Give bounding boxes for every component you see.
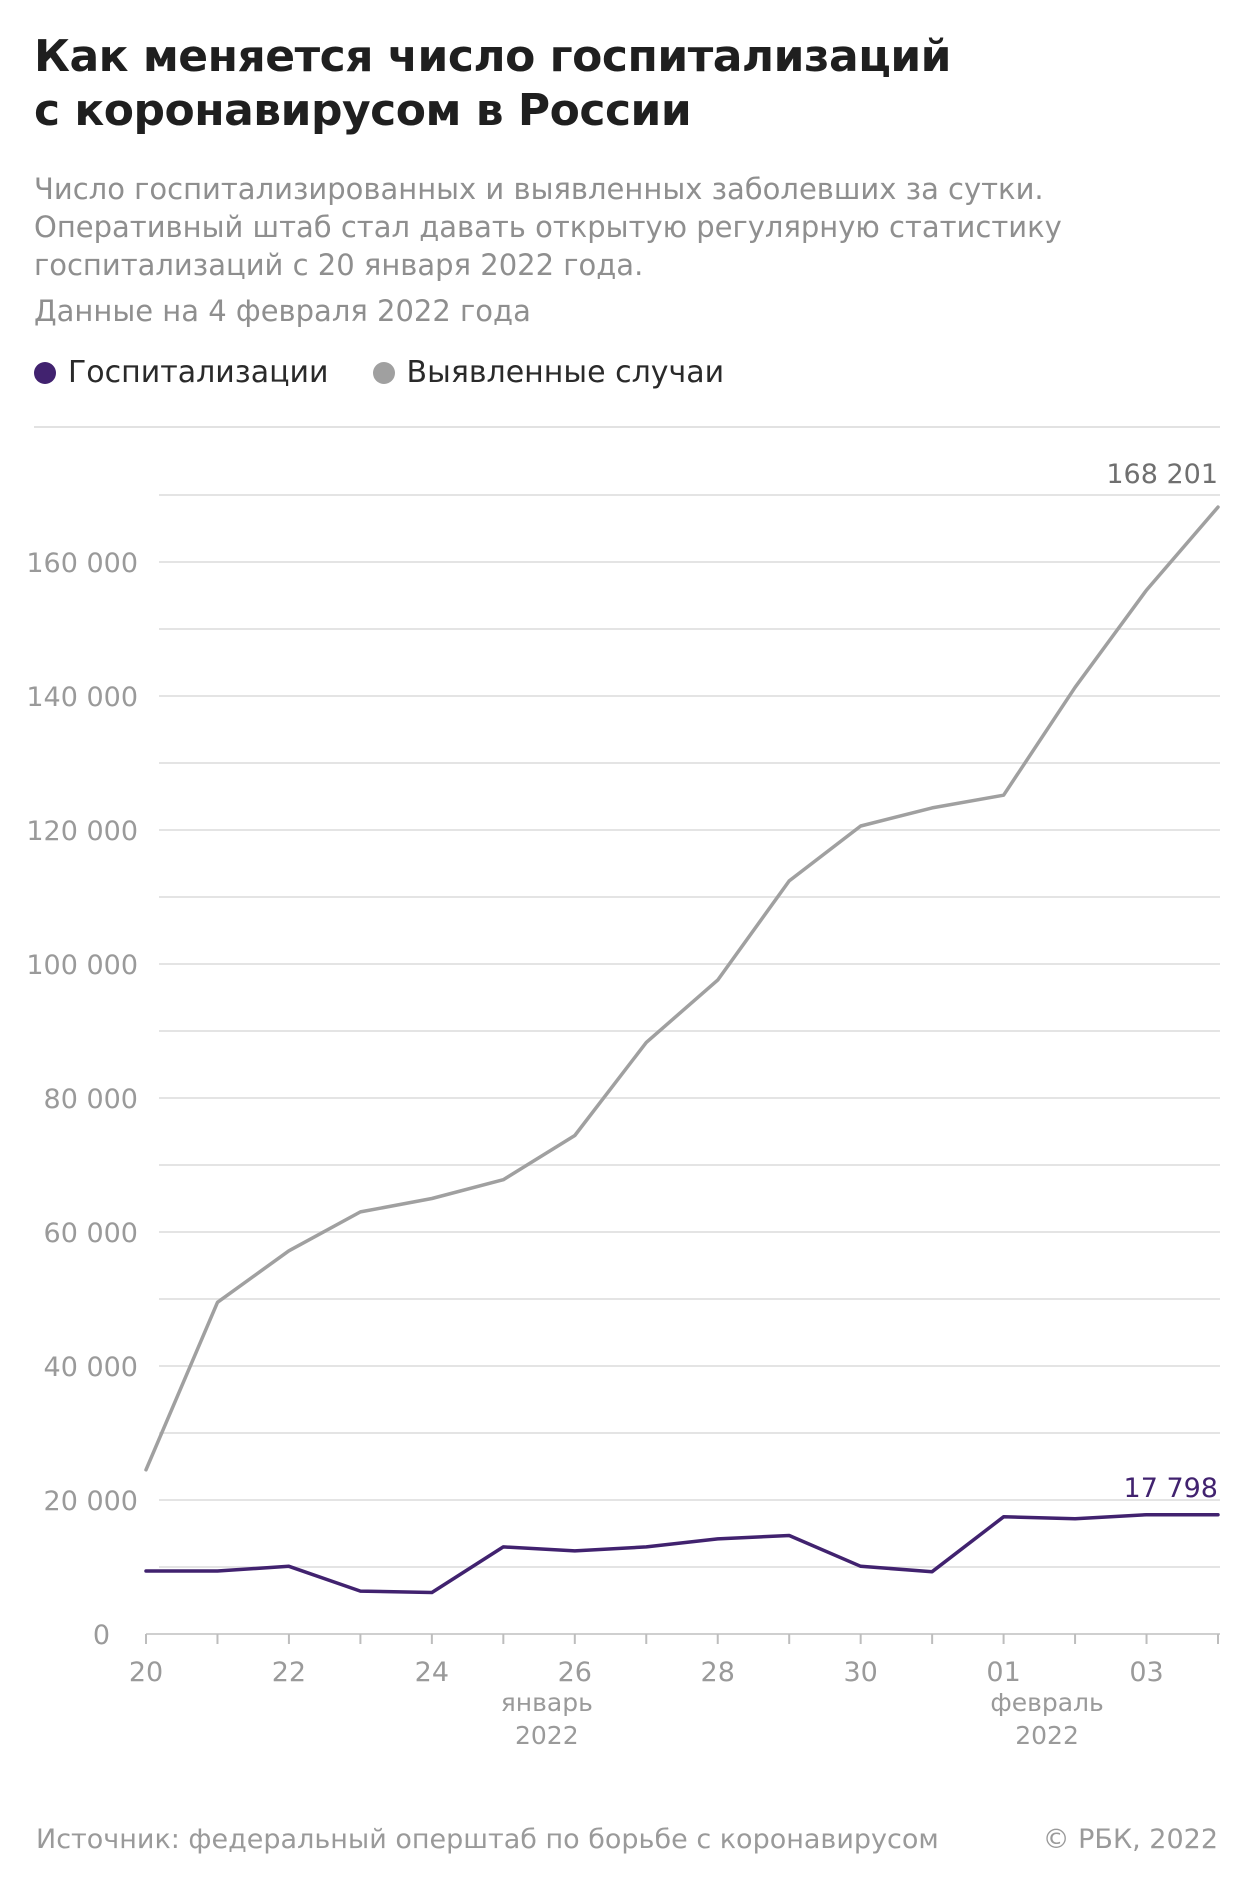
legend-dot-detected-cases bbox=[372, 361, 395, 384]
x-tick-label: 20 bbox=[129, 1657, 163, 1688]
copyright-note: © РБК, 2022 bbox=[1042, 1824, 1218, 1855]
y-tick-label: 60 000 bbox=[44, 1218, 138, 1249]
y-axis-tick-labels: 0 20 000 40 000 60 000 80 000 100 000 120 000 1… bbox=[26, 548, 138, 1651]
x-tick-label: 30 bbox=[843, 1657, 877, 1688]
x-month-label: февраль bbox=[990, 1688, 1103, 1717]
series-line-hospitalizations bbox=[144, 1512, 1220, 1595]
legend-item-hospitalizations: Госпитализации bbox=[34, 355, 329, 390]
x-tick-label: 03 bbox=[1129, 1657, 1163, 1688]
y-tick-label: 100 000 bbox=[26, 950, 138, 981]
chart-subtitle: Число госпитализированных и выявленных з… bbox=[34, 170, 1184, 284]
legend-item-detected-cases: Выявленные случаи bbox=[372, 355, 725, 390]
x-tick-label: 22 bbox=[272, 1657, 306, 1688]
series-lines bbox=[144, 505, 1220, 1595]
series-end-labels: 168 201 17 798 bbox=[1106, 459, 1218, 1504]
y-tick-label: 80 000 bbox=[44, 1084, 138, 1115]
chart-title-line-2: с коронавирусом в России bbox=[34, 85, 692, 136]
x-tick-label: 24 bbox=[415, 1657, 449, 1688]
y-tick-label: 20 000 bbox=[44, 1486, 138, 1517]
y-tick-label: 140 000 bbox=[26, 682, 138, 713]
data-date-note: Данные на 4 февраля 2022 года bbox=[34, 294, 531, 328]
subtitle-line-2: Оперативный штаб стал давать открытую ре… bbox=[34, 210, 1062, 244]
legend-label-hospitalizations: Госпитализации bbox=[68, 355, 329, 390]
x-year-label: 2022 bbox=[1015, 1721, 1079, 1750]
subtitle-line-1: Число госпитализированных и выявленных з… bbox=[34, 172, 1044, 206]
source-note: Источник: федеральный оперштаб по борьбе… bbox=[36, 1824, 939, 1855]
line-chart: 0 20 000 40 000 60 000 80 000 100 000 120 000 1… bbox=[26, 459, 1220, 1750]
series-line-detected-cases bbox=[144, 505, 1220, 1472]
x-tick-label: 26 bbox=[558, 1657, 592, 1688]
grid-lines bbox=[159, 494, 1220, 1568]
chart-title-line-1: Как меняется число госпитализаций bbox=[34, 31, 952, 82]
y-tick-label: 40 000 bbox=[44, 1352, 138, 1383]
x-tick-label: 01 bbox=[986, 1657, 1020, 1688]
y-tick-label: 120 000 bbox=[26, 816, 138, 847]
y-tick-label: 0 bbox=[93, 1620, 110, 1651]
legend-label-detected-cases: Выявленные случаи bbox=[406, 355, 725, 390]
end-label-hospitalizations: 17 798 bbox=[1124, 1473, 1218, 1504]
chart-legend: Госпитализации Выявленные случаи bbox=[34, 355, 768, 390]
legend-dot-hospitalizations bbox=[34, 361, 56, 384]
x-month-label: январь bbox=[501, 1688, 593, 1717]
y-tick-label: 160 000 bbox=[26, 548, 138, 579]
header-divider bbox=[34, 426, 1220, 428]
chart-title: Как меняется число госпитализаций с коро… bbox=[34, 30, 1134, 138]
x-tick-label: 28 bbox=[701, 1657, 735, 1688]
end-label-detected-cases: 168 201 bbox=[1106, 459, 1218, 490]
subtitle-line-3: госпитализаций с 20 января 2022 года. bbox=[34, 248, 644, 282]
x-year-label: 2022 bbox=[515, 1721, 579, 1750]
